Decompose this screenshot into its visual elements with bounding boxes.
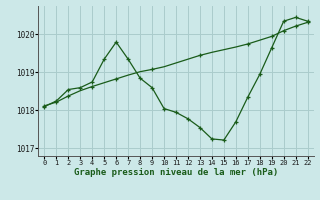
X-axis label: Graphe pression niveau de la mer (hPa): Graphe pression niveau de la mer (hPa) bbox=[74, 168, 278, 177]
